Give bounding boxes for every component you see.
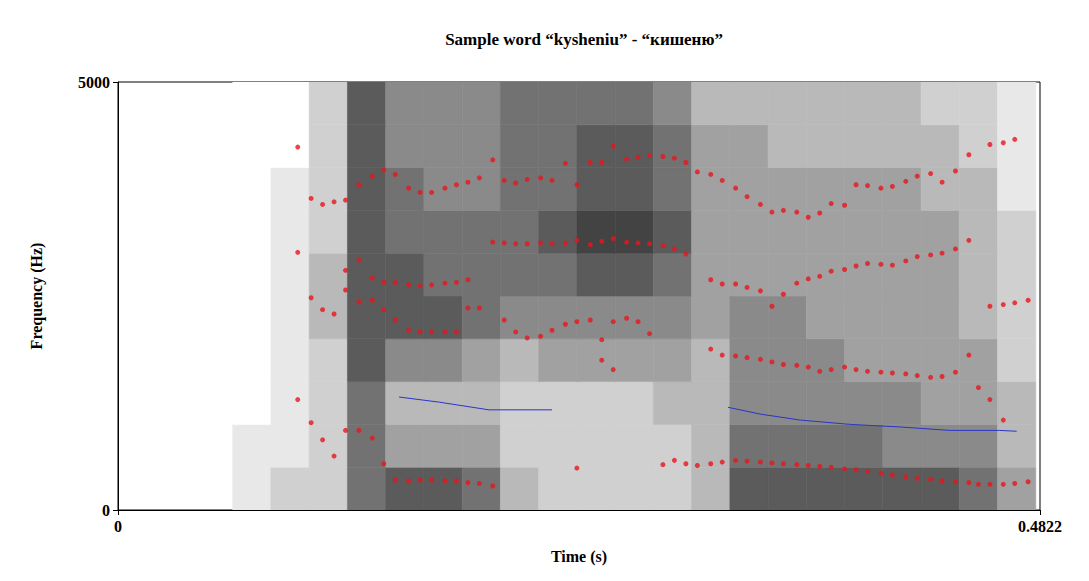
svg-text:Time (s): Time (s)	[551, 548, 607, 566]
svg-text:0: 0	[114, 518, 122, 535]
svg-text:0: 0	[102, 502, 110, 519]
svg-text:5000: 5000	[78, 74, 110, 91]
svg-text:Sample word “kysheniu” - “кише: Sample word “kysheniu” - “кишеню”	[445, 30, 723, 49]
svg-text:0.4822: 0.4822	[1018, 518, 1062, 535]
svg-text:Frequency (Hz): Frequency (Hz)	[28, 243, 46, 350]
